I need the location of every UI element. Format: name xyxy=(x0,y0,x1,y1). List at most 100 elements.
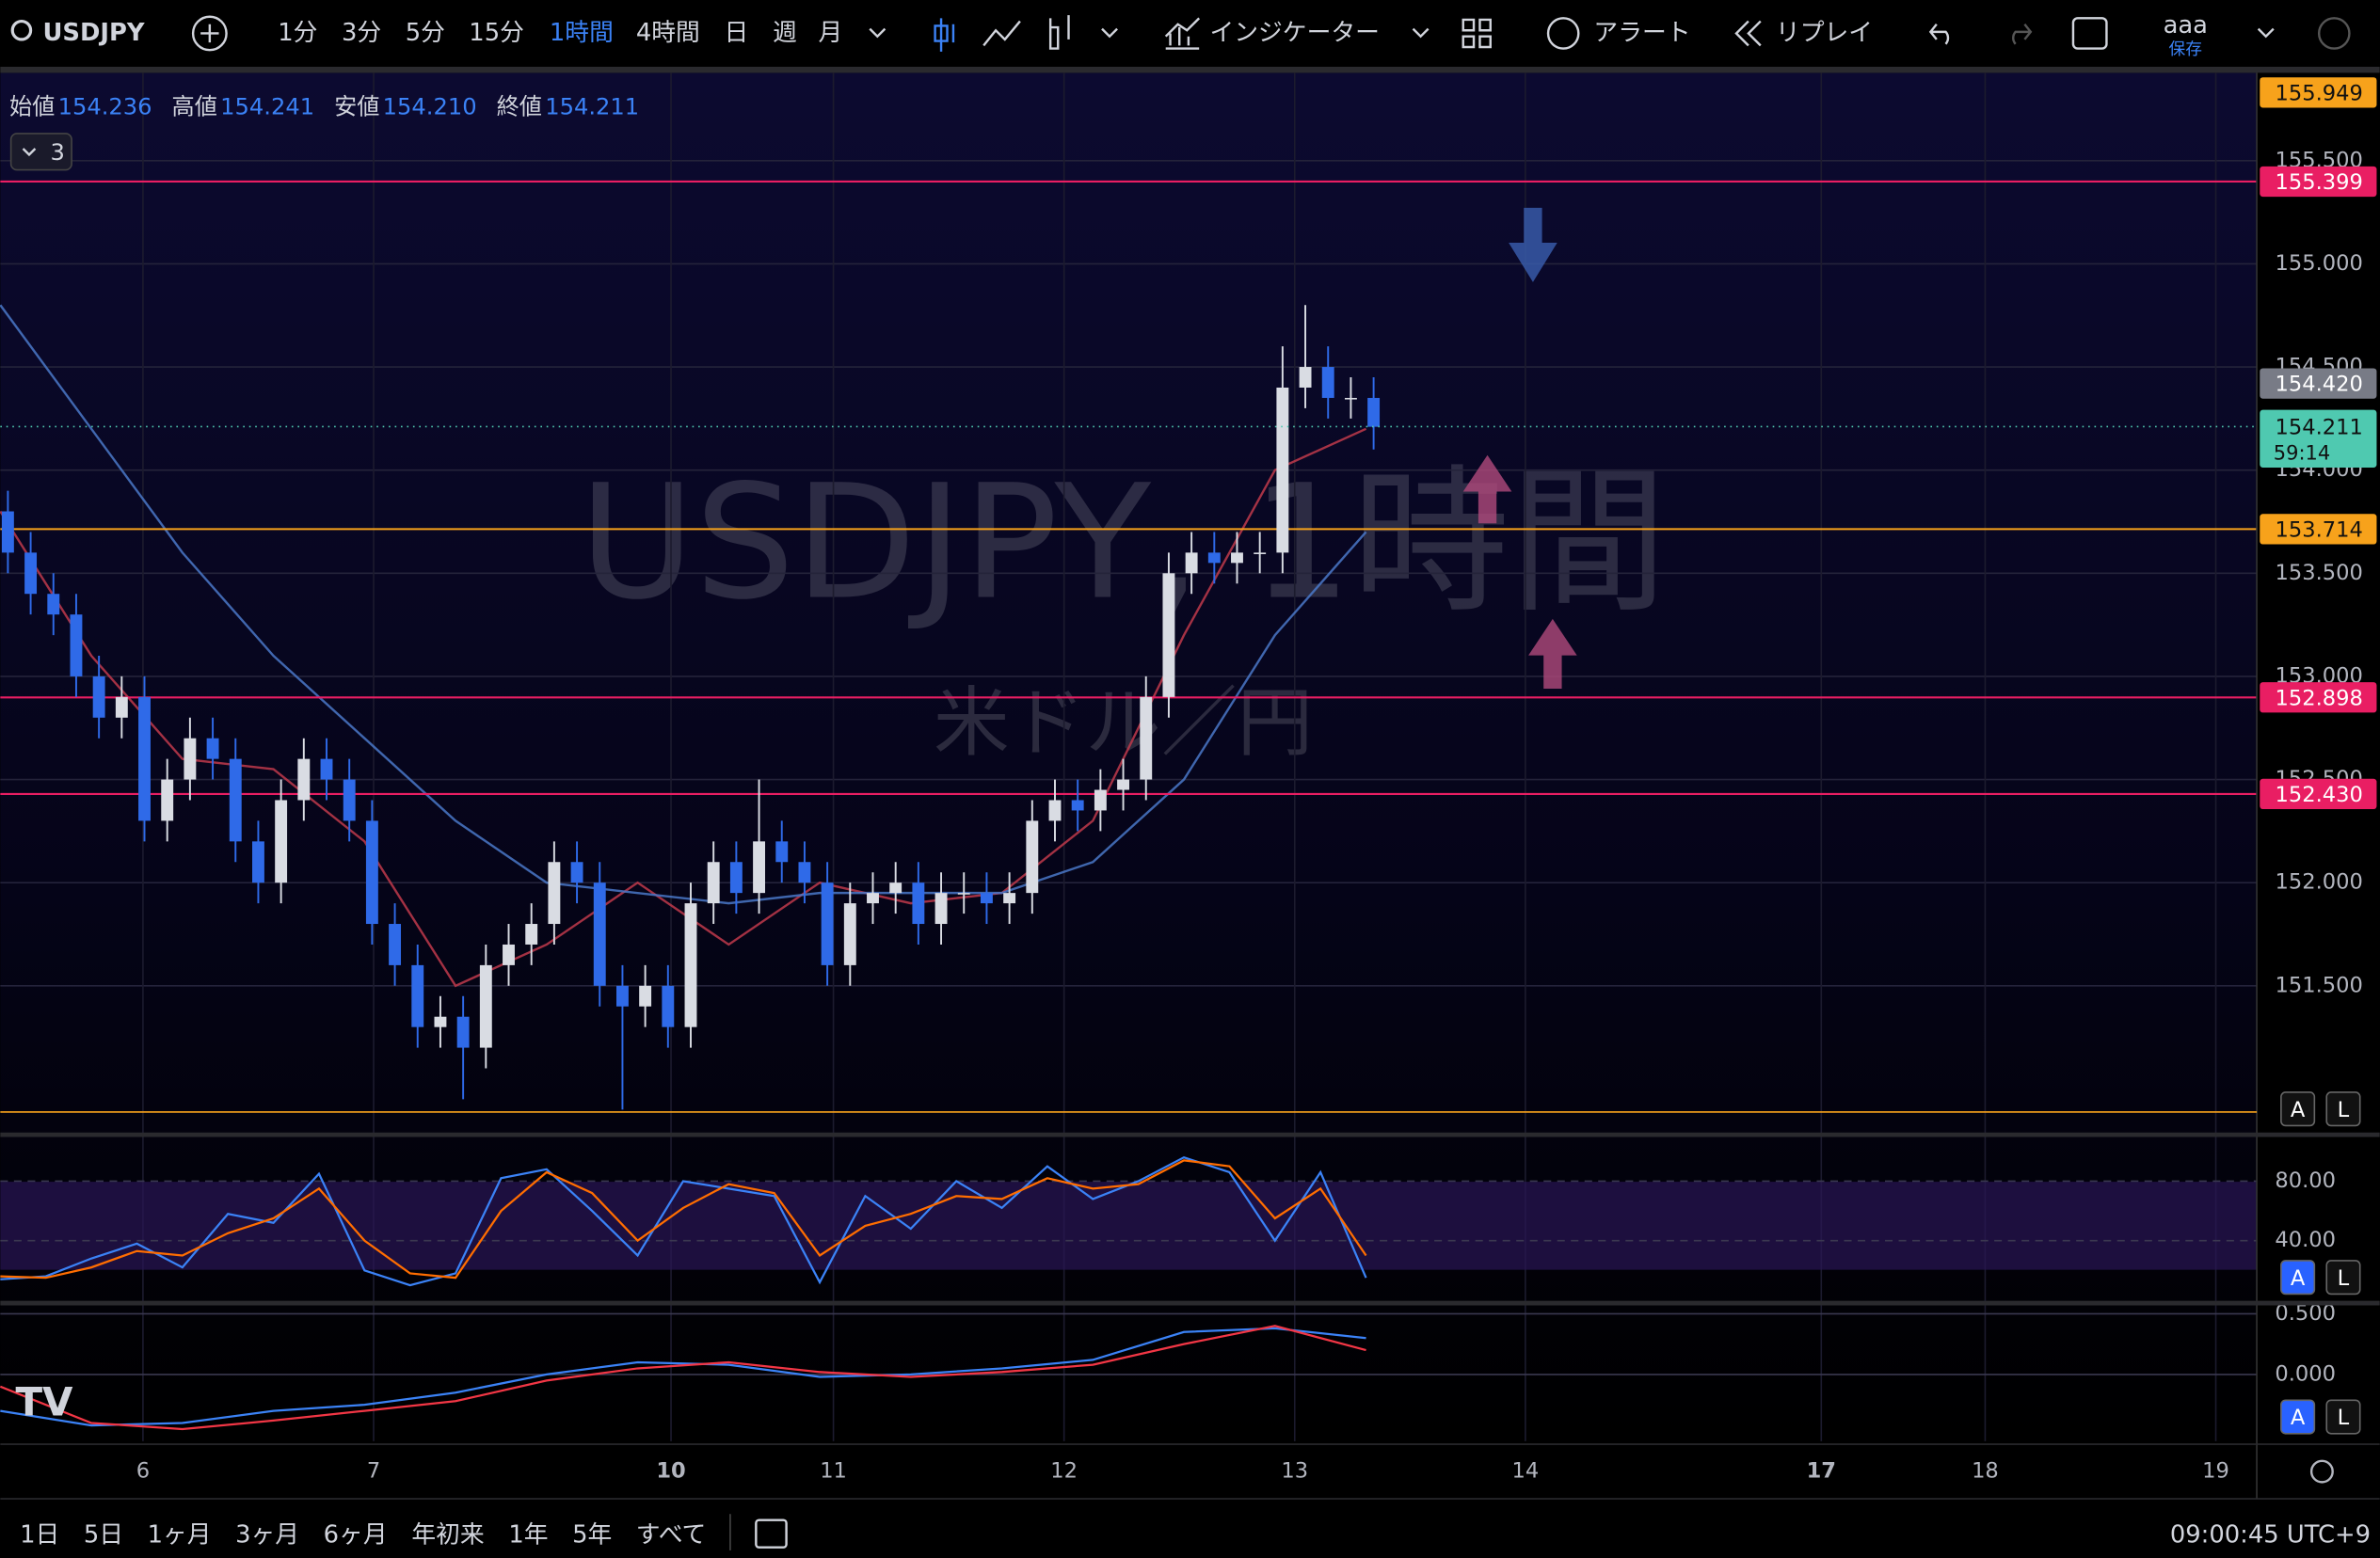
layout-name[interactable]: aaa xyxy=(2164,11,2208,40)
candle-body xyxy=(47,594,60,615)
interval-button[interactable]: 1分 xyxy=(278,19,317,47)
candle-body xyxy=(1162,573,1175,697)
ohlc-label: 始値 xyxy=(9,93,55,119)
candle-body xyxy=(684,903,697,1027)
candle-body xyxy=(980,893,993,904)
price-label: 152.898 xyxy=(2276,686,2363,710)
line-icon[interactable] xyxy=(982,20,1021,47)
indicator-icon[interactable] xyxy=(1164,17,1201,50)
pane-tick-label: 0.000 xyxy=(2275,1361,2336,1386)
candle-body xyxy=(570,862,583,883)
range-button[interactable]: 6ヶ月 xyxy=(324,1520,388,1549)
candle-body xyxy=(320,758,333,780)
interval-button[interactable]: 3分 xyxy=(342,19,381,47)
candle-body xyxy=(1094,789,1107,811)
scale-button[interactable] xyxy=(2280,1091,2316,1127)
range-button[interactable]: 1ヶ月 xyxy=(148,1520,212,1549)
scale-button[interactable] xyxy=(2280,1399,2316,1435)
snapshot[interactable] xyxy=(2317,17,2351,50)
alert-icon[interactable] xyxy=(1546,17,1580,50)
scale-button[interactable] xyxy=(2325,1091,2361,1127)
chevron xyxy=(22,148,37,157)
add-symbol[interactable] xyxy=(191,15,228,52)
candle-body xyxy=(138,696,151,821)
search-icon[interactable] xyxy=(10,19,33,41)
indicator-count: 3 xyxy=(51,139,65,166)
candle-body xyxy=(161,779,174,821)
scale-button-label[interactable]: L xyxy=(2338,1098,2350,1122)
interval-button[interactable]: 月 xyxy=(818,19,842,47)
interval-button[interactable]: 日 xyxy=(724,19,748,47)
price-label: 152.430 xyxy=(2276,783,2363,807)
range-button[interactable]: 年初来 xyxy=(411,1520,484,1549)
up-arrow-drawing[interactable] xyxy=(1462,454,1512,524)
candle-body xyxy=(1299,367,1312,388)
logo: TV xyxy=(15,1379,73,1425)
scale-button-label[interactable]: A xyxy=(2291,1266,2306,1291)
candle-body xyxy=(639,985,652,1007)
symbol[interactable]: USDJPY xyxy=(42,19,144,47)
candle-body xyxy=(1321,367,1334,398)
interval-button[interactable]: 15分 xyxy=(469,19,524,47)
candle-body xyxy=(479,964,492,1048)
candle-body xyxy=(821,882,834,965)
scale-button-label[interactable]: L xyxy=(2338,1406,2350,1430)
scale-button[interactable] xyxy=(2325,1399,2361,1435)
interval-button[interactable]: 4時間 xyxy=(636,19,700,47)
scale-button-label[interactable]: A xyxy=(2291,1406,2306,1430)
range-button[interactable]: すべて xyxy=(636,1520,707,1549)
scale-button[interactable] xyxy=(2280,1260,2316,1296)
candle-body xyxy=(434,1016,447,1027)
up-arrow-drawing[interactable] xyxy=(1528,618,1577,690)
bars-icon[interactable] xyxy=(1048,15,1070,50)
candle-body xyxy=(343,779,356,821)
last-price-label: 154.211 xyxy=(2276,416,2363,440)
interval-button[interactable]: 5分 xyxy=(406,19,445,47)
pane-tick-label: 40.00 xyxy=(2275,1228,2336,1252)
alert-button[interactable]: アラート xyxy=(1593,19,1690,47)
candle-body xyxy=(1231,552,1243,564)
interval-button[interactable]: 週 xyxy=(773,19,797,47)
layout-icon[interactable] xyxy=(1462,18,1492,49)
candle-body xyxy=(729,862,743,894)
price-label-box xyxy=(2260,514,2377,545)
fullscreen[interactable] xyxy=(2071,17,2108,50)
dropdown[interactable] xyxy=(1412,27,1430,39)
settings[interactable] xyxy=(2309,1459,2334,1484)
dropdown[interactable] xyxy=(1101,27,1118,39)
indicator-toggle[interactable] xyxy=(9,133,72,171)
candle-body xyxy=(1185,552,1198,574)
range-button[interactable]: 1年 xyxy=(508,1520,548,1549)
candle-body xyxy=(251,841,264,883)
scale-button-label[interactable]: L xyxy=(2338,1266,2350,1291)
add-icon xyxy=(200,24,219,43)
candle-body xyxy=(275,800,288,883)
undo[interactable] xyxy=(1928,24,1950,45)
macd-line xyxy=(0,1327,1366,1427)
indicators-button[interactable]: インジケーター xyxy=(1209,19,1379,47)
candle-body xyxy=(912,882,925,925)
candles-icon[interactable] xyxy=(934,18,955,52)
goto-date[interactable] xyxy=(755,1518,788,1549)
dropdown[interactable] xyxy=(2257,27,2275,39)
scale-button-label[interactable]: A xyxy=(2291,1098,2306,1122)
range-button[interactable]: 5日 xyxy=(84,1520,123,1549)
price-label-box xyxy=(2260,778,2377,810)
range-button[interactable]: 1日 xyxy=(20,1520,59,1549)
redo[interactable] xyxy=(2012,24,2033,45)
price-label-box xyxy=(2260,682,2377,713)
stoch-band xyxy=(0,1182,2258,1270)
save-label[interactable]: 保存 xyxy=(2169,40,2202,59)
replay-icon[interactable] xyxy=(1734,20,1762,47)
scale-button[interactable] xyxy=(2325,1260,2361,1296)
candle-body xyxy=(615,985,629,1007)
range-button[interactable]: 5年 xyxy=(572,1520,612,1549)
dropdown[interactable] xyxy=(869,27,887,39)
interval-button[interactable]: 1時間 xyxy=(550,19,614,47)
range-button[interactable]: 3ヶ月 xyxy=(235,1520,299,1549)
price-label: 155.399 xyxy=(2276,170,2363,195)
down-arrow-drawing[interactable] xyxy=(1509,207,1557,282)
replay-button[interactable]: リプレイ xyxy=(1776,19,1873,47)
candle-body xyxy=(662,985,675,1027)
candle-body xyxy=(548,862,561,925)
